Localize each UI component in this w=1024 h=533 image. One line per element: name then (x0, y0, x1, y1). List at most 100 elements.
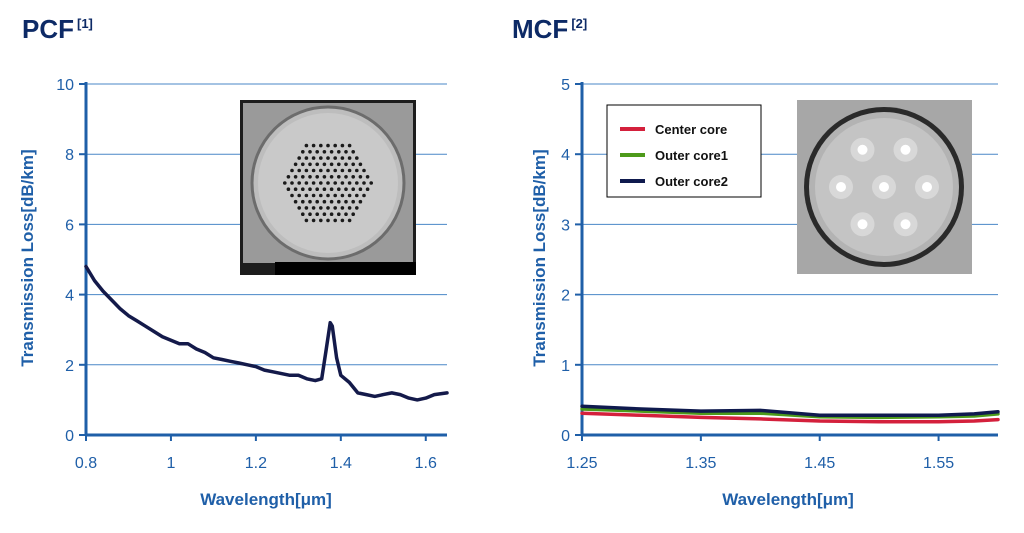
pcf-air-hole (337, 175, 341, 179)
pcf-air-hole (315, 175, 320, 179)
pcf-air-hole (355, 156, 359, 160)
pcf-air-hole (337, 150, 341, 154)
pcf-air-hole (283, 181, 287, 185)
pcf-air-hole (333, 193, 338, 198)
pcf-air-hole (304, 143, 309, 148)
pcf-air-hole (319, 168, 323, 173)
mcf-series-line (580, 411, 1000, 424)
pcf-y-axis-label: Transmission Loss[dB/km] (18, 149, 37, 366)
pcf-air-hole (322, 175, 327, 179)
pcf-air-hole (301, 199, 305, 204)
pcf-air-hole (304, 206, 309, 210)
pcf-air-hole (286, 175, 291, 179)
pcf-air-hole (340, 193, 345, 198)
pcf-air-hole (355, 168, 359, 173)
pcf-air-hole (362, 193, 366, 198)
pcf-air-hole (344, 212, 348, 216)
pcf-air-hole (326, 181, 330, 185)
pcf-air-hole (315, 212, 320, 216)
pcf-air-hole (358, 175, 363, 179)
mcf-reference: [2] (571, 16, 588, 31)
mcf-legend-label: Center core (655, 122, 727, 137)
mcf-legend-label: Outer core2 (655, 174, 728, 189)
pcf-air-hole (311, 193, 316, 198)
pcf-air-hole (308, 187, 312, 191)
mcf-x-axis-label: Wavelength[μm] (722, 490, 854, 509)
pcf-air-hole (344, 187, 348, 191)
pcf-air-hole (290, 168, 294, 173)
mcf-core (922, 182, 932, 192)
pcf-air-hole (297, 156, 302, 160)
pcf-air-hole (337, 212, 341, 216)
mcf-core (836, 182, 846, 192)
mcf-title-text: MCF (512, 14, 569, 44)
pcf-air-hole (322, 199, 327, 204)
pcf-air-hole (308, 199, 312, 204)
pcf-x-tick-label: 0.8 (75, 455, 97, 472)
pcf-title: PCF [1] (22, 14, 93, 45)
pcf-air-hole (344, 162, 348, 167)
mcf-y-axis-label: Transmission Loss[dB/km] (530, 149, 549, 366)
pcf-air-hole (326, 206, 330, 210)
pcf-air-hole (308, 212, 312, 216)
pcf-air-hole (301, 150, 305, 154)
pcf-air-hole (340, 143, 345, 148)
mcf-x-tick-label: 1.55 (923, 455, 954, 472)
pcf-x-tick-labels: 0.8 1 1.2 1.4 1.6 (75, 435, 437, 472)
pcf-air-hole (315, 199, 320, 204)
mcf-y-tick-label: 0 (561, 428, 570, 445)
pcf-air-hole (337, 162, 341, 167)
pcf-air-hole (362, 181, 366, 185)
pcf-air-hole (326, 193, 330, 198)
pcf-air-hole (308, 162, 312, 167)
pcf-air-hole (293, 199, 298, 204)
mcf-cores (829, 137, 939, 237)
pcf-air-hole (311, 181, 316, 185)
pcf-air-hole (304, 193, 309, 198)
mcf-panel: MCF [2] 0 1 2 3 4 5 1.25 1.35 1.45 1.55 Center co… (512, 0, 1024, 533)
pcf-air-hole (311, 218, 316, 223)
mcf-legend-label: Outer core1 (655, 148, 728, 163)
pcf-air-hole (297, 181, 302, 185)
pcf-air-hole (351, 162, 356, 167)
pcf-x-tick-label: 1.6 (415, 455, 437, 472)
pcf-air-hole (329, 212, 334, 216)
pcf-air-hole (333, 156, 338, 160)
mcf-x-tick-label: 1.35 (685, 455, 716, 472)
mcf-legend: Center core Outer core1 Outer core2 (606, 104, 762, 198)
pcf-series-line (84, 264, 449, 402)
pcf-air-hole (322, 212, 327, 216)
pcf-air-hole (351, 175, 356, 179)
pcf-air-hole (319, 193, 323, 198)
pcf-air-hole (333, 143, 338, 148)
pcf-air-hole (355, 181, 359, 185)
pcf-air-hole (358, 199, 363, 204)
pcf-air-hole (351, 187, 356, 191)
mcf-y-tick-label: 1 (561, 358, 570, 375)
pcf-air-hole (315, 162, 320, 167)
pcf-air-hole (315, 150, 320, 154)
pcf-chart: 0 2 4 6 8 10 0.8 1 1.2 1.4 1.6 Transmission Loss[… (18, 77, 449, 509)
pcf-series (84, 264, 449, 402)
pcf-air-hole (319, 206, 323, 210)
mcf-chart: 0 1 2 3 4 5 1.25 1.35 1.45 1.55 Center core Outer… (530, 77, 1000, 509)
pcf-reference: [1] (77, 16, 93, 31)
pcf-air-hole (293, 175, 298, 179)
pcf-air-hole (326, 218, 330, 223)
pcf-y-tick-label: 4 (65, 288, 74, 305)
pcf-title-text: PCF (22, 14, 74, 44)
pcf-air-hole (315, 187, 320, 191)
mcf-title: MCF [2] (512, 14, 587, 45)
pcf-x-tick-label: 1.4 (330, 455, 352, 472)
pcf-air-hole (362, 168, 366, 173)
pcf-y-tick-label: 8 (65, 147, 74, 164)
pcf-air-hole (319, 156, 323, 160)
mcf-axes (580, 82, 998, 437)
pcf-air-hole (308, 150, 312, 154)
pcf-air-hole (347, 143, 352, 148)
pcf-air-hole (337, 199, 341, 204)
pcf-air-hole (293, 162, 298, 167)
pcf-air-hole (297, 168, 302, 173)
pcf-air-hole (351, 212, 356, 216)
pcf-air-hole (301, 175, 305, 179)
